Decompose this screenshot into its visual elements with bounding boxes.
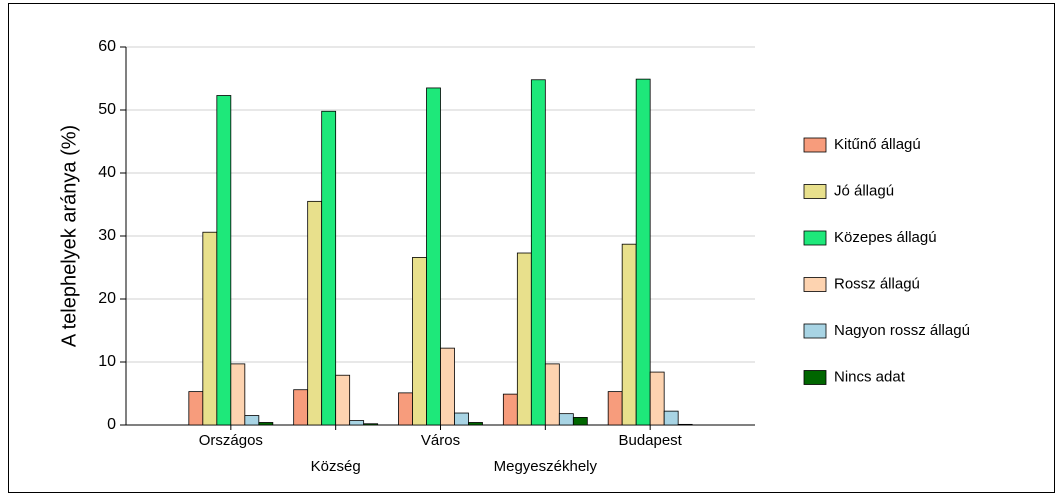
bar: [621, 243, 637, 426]
legend-swatch: [803, 137, 827, 153]
x-tick-label: Budapest: [618, 432, 682, 449]
y-tick-label: 30: [98, 227, 116, 244]
bar: [677, 423, 693, 426]
bar: [307, 200, 323, 426]
legend-swatch: [803, 230, 827, 246]
bar: [363, 423, 379, 426]
x-tick-label: Országos: [199, 432, 263, 449]
y-tick-label: 10: [98, 353, 116, 370]
bar: [258, 422, 274, 426]
y-axis-title: A telephelyek aránya (%): [58, 125, 80, 347]
bar: [440, 347, 455, 426]
bar: [244, 415, 260, 426]
legend-label: Kitűnő állagú: [834, 136, 921, 153]
legend-label: Nincs adat: [834, 368, 906, 385]
bar: [544, 363, 560, 426]
bar: [216, 95, 232, 426]
x-tick-label: Megyeszékhely: [494, 458, 598, 475]
legend-label: Nagyon rossz állagú: [834, 322, 970, 339]
bar: [321, 110, 337, 426]
y-tick-label: 60: [98, 38, 116, 55]
bar: [293, 389, 309, 426]
bar: [230, 363, 246, 426]
y-tick-label: 0: [107, 416, 116, 433]
bar: [572, 417, 588, 426]
x-tick-label: Község: [311, 458, 361, 475]
bar: [335, 374, 351, 426]
bar: [649, 371, 665, 426]
bar: [188, 391, 204, 426]
legend-label: Jó állagú: [834, 182, 894, 199]
bar: [558, 413, 574, 426]
y-tick-label: 50: [98, 101, 116, 118]
legend-label: Rossz állagú: [834, 275, 920, 292]
y-tick-label: 40: [98, 164, 116, 181]
bar: [468, 422, 483, 426]
bar: [398, 392, 413, 426]
legend-swatch: [803, 323, 827, 339]
legend-swatch: [803, 277, 827, 292]
legend-swatch: [803, 370, 827, 385]
bar: [202, 231, 218, 426]
bar: [635, 78, 651, 426]
legend-swatch: [803, 184, 827, 199]
bar: [502, 393, 518, 426]
bar: [454, 412, 469, 426]
bar: [607, 391, 623, 426]
bar: [530, 79, 546, 426]
legend-label: Közepes állagú: [834, 229, 937, 246]
x-tick-label: Város: [421, 432, 460, 449]
bar: [516, 252, 532, 426]
y-tick-label: 20: [98, 290, 116, 307]
bar: [663, 410, 679, 426]
bar: [426, 87, 441, 426]
bar: [349, 420, 365, 426]
bar: [412, 257, 427, 426]
